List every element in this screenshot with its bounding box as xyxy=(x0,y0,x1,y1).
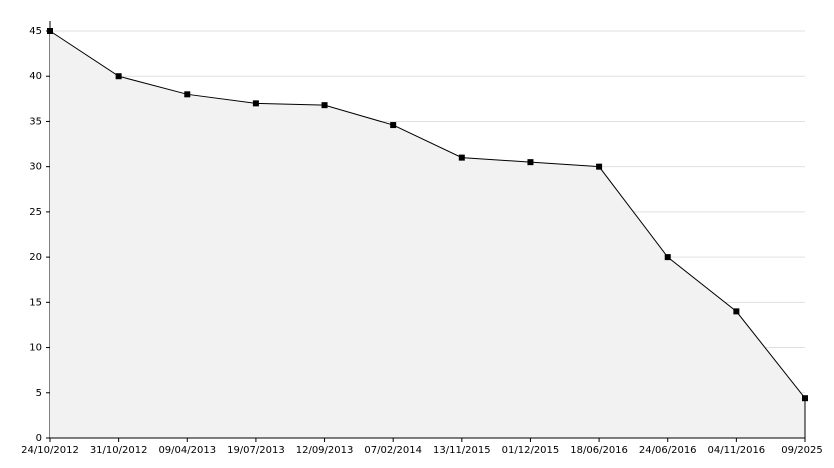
point xyxy=(802,395,808,402)
x-tick-label: 04/11/2016 xyxy=(708,445,766,456)
y-tick-label: 35 xyxy=(29,116,42,127)
y-tick-label: 20 xyxy=(29,252,42,263)
point xyxy=(458,154,465,161)
x-tick-label: 31/10/2012 xyxy=(90,445,148,456)
x-tick-label: 01/12/2015 xyxy=(502,445,560,456)
x-tick-label: 24/06/2016 xyxy=(639,445,697,456)
point xyxy=(321,102,328,109)
point xyxy=(390,122,397,129)
y-tick-label: 25 xyxy=(29,207,42,218)
x-tick-label: 18/06/2016 xyxy=(570,445,628,456)
point xyxy=(596,163,603,170)
x-tick-label: 24/10/2012 xyxy=(21,445,79,456)
x-tick-label: 09/04/2013 xyxy=(158,445,216,456)
x-tick-label: 07/02/2014 xyxy=(364,445,422,456)
point xyxy=(733,308,740,315)
x-tick-label: 19/07/2013 xyxy=(227,445,285,456)
y-tick-label: 5 xyxy=(36,388,42,399)
area-fill xyxy=(50,31,805,438)
y-tick-label: 15 xyxy=(29,297,42,308)
point xyxy=(664,254,671,261)
point xyxy=(527,159,534,166)
x-tick-label: 09/2025 xyxy=(781,445,823,456)
point xyxy=(115,73,122,80)
y-tick-label: 0 xyxy=(36,433,42,444)
point xyxy=(252,100,259,107)
x-tick-label: 13/11/2015 xyxy=(433,445,491,456)
line xyxy=(49,30,806,399)
point xyxy=(47,28,53,34)
y-tick-label: 10 xyxy=(29,343,42,354)
y-tick-label: 45 xyxy=(29,26,42,37)
y-tick-label: 30 xyxy=(29,162,42,173)
y-tick-label: 40 xyxy=(29,71,42,82)
point xyxy=(184,91,191,98)
x-tick-label: 12/09/2013 xyxy=(296,445,354,456)
